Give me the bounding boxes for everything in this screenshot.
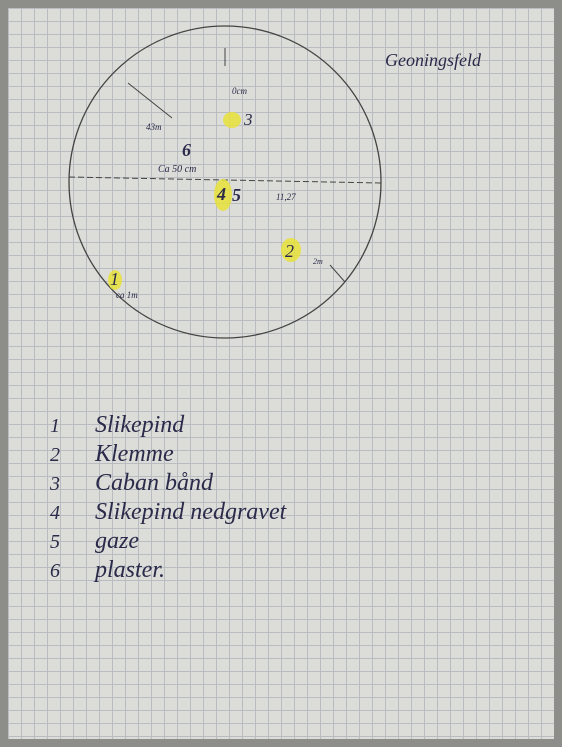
- legend-number: 6: [50, 560, 60, 582]
- legend-text: Caban bånd: [95, 470, 214, 496]
- marker-label: 2: [285, 241, 294, 261]
- radius-line: [128, 83, 172, 118]
- annotation: 0cm: [232, 86, 247, 96]
- legend-text: plaster.: [93, 557, 165, 583]
- legend-number: 3: [49, 473, 60, 495]
- legend-number: 5: [50, 531, 60, 553]
- marker-label: 3: [243, 110, 253, 129]
- page: Geoningsfeld 3 6 4 5 2 1 0cm 43m Ca 50 c…: [0, 0, 562, 747]
- annotation: 43m: [146, 122, 162, 132]
- marker-label: 4: [216, 184, 226, 204]
- annotation: ca 1m: [116, 290, 138, 300]
- legend-text: Klemme: [94, 441, 174, 467]
- marker-label: 1: [110, 269, 119, 289]
- legend: 1 Slikepind 2 Klemme 3 Caban bånd 4 Slikepind n…: [49, 412, 288, 583]
- marker-label: 6: [182, 140, 191, 160]
- annotation: 11,27: [276, 192, 296, 202]
- annotation: Ca 50 cm: [158, 164, 196, 175]
- radius-line: [330, 265, 345, 282]
- drawing: Geoningsfeld 3 6 4 5 2 1 0cm 43m Ca 50 c…: [0, 0, 562, 747]
- legend-text: Slikepind: [95, 412, 185, 438]
- legend-number: 2: [50, 444, 60, 466]
- legend-text: gaze: [95, 528, 139, 554]
- annotation: 2m: [313, 257, 323, 266]
- marker-label: 5: [232, 185, 241, 205]
- legend-number: 1: [50, 415, 60, 437]
- title: Geoningsfeld: [385, 50, 482, 70]
- highlight: [223, 112, 241, 128]
- legend-text: Slikepind nedgravet: [95, 499, 288, 525]
- legend-number: 4: [50, 502, 60, 524]
